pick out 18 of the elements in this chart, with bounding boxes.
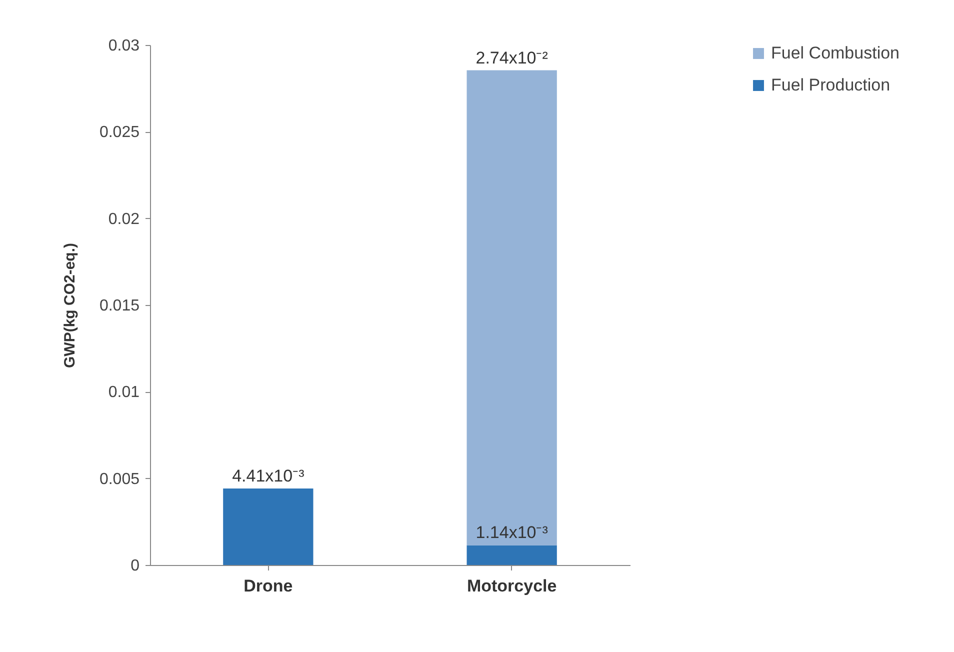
y-tick-label: 0.01 — [108, 384, 140, 402]
y-tick-label: 0.005 — [99, 470, 140, 488]
legend-label: Fuel Production — [771, 76, 890, 94]
legend-label: Fuel Combustion — [771, 44, 900, 62]
x-tick-label: Drone — [244, 576, 293, 596]
bar — [466, 70, 557, 546]
bar — [466, 545, 557, 565]
y-tick-label: 0.03 — [108, 38, 140, 54]
x-tick-label: Motorcycle — [466, 576, 557, 596]
y-tick-label: 0.015 — [99, 298, 140, 314]
data-label: 1.14x10⁻³ — [476, 523, 548, 542]
y-tick-label: 0.02 — [108, 210, 140, 228]
data-label: 2.74x10⁻² — [476, 48, 548, 68]
bar — [223, 488, 314, 565]
y-tick-label: 0.025 — [99, 124, 140, 142]
y-axis-title: GWP(kg CO2-eq.) — [61, 242, 78, 368]
y-tick-label: 0 — [130, 558, 140, 574]
data-label: 4.41x10⁻³ — [232, 466, 305, 486]
